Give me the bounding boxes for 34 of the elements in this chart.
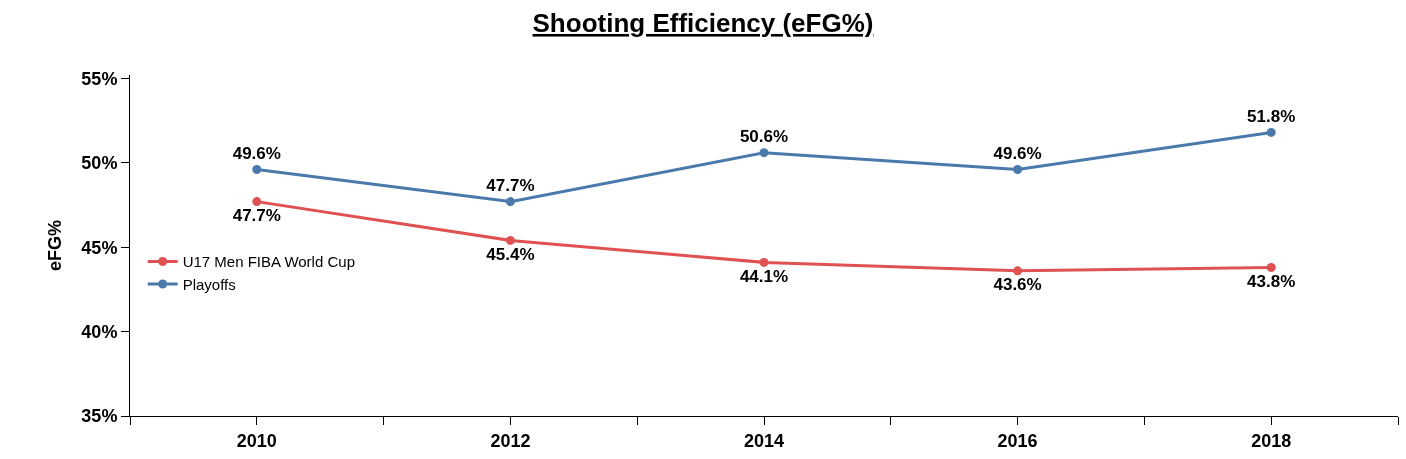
point xyxy=(505,235,515,245)
legend-label: Playoffs xyxy=(182,275,236,293)
point xyxy=(1013,165,1023,175)
point xyxy=(252,165,262,175)
data-label: 47.7% xyxy=(232,205,281,225)
x-tick-label: 2010 xyxy=(236,430,277,451)
point xyxy=(759,257,769,267)
data-label: 43.8% xyxy=(1247,271,1296,291)
data-label: 50.6% xyxy=(739,126,789,146)
data-label: 45.4% xyxy=(486,244,535,264)
legend-label: U17 Men FIBA World Cup xyxy=(182,253,355,271)
x-tick-label: 2016 xyxy=(997,430,1038,451)
point xyxy=(759,148,769,158)
x-tick-label: 2012 xyxy=(490,430,531,451)
x-tick-label: 2018 xyxy=(1251,430,1292,451)
data-label: 47.7% xyxy=(486,175,535,195)
y-axis-title: eFG% xyxy=(44,219,65,272)
point xyxy=(1266,127,1276,137)
data-label: 49.6% xyxy=(993,143,1042,163)
data-label: 43.6% xyxy=(993,275,1042,295)
y-tick-label: 50% xyxy=(81,153,118,174)
data-label: 51.8% xyxy=(1247,106,1296,126)
point xyxy=(505,197,515,207)
y-tick-label: 55% xyxy=(81,68,118,89)
point xyxy=(1013,266,1023,276)
y-tick-label: 45% xyxy=(81,237,118,258)
y-tick-label: 35% xyxy=(81,406,118,427)
point xyxy=(1266,262,1276,272)
chart-title: Shooting Efficiency (eFG%) xyxy=(532,7,874,38)
y-tick-label: 40% xyxy=(81,321,118,342)
point xyxy=(252,197,262,207)
data-label: 44.1% xyxy=(739,266,789,286)
x-tick-label: 2014 xyxy=(743,430,785,451)
data-label: 49.6% xyxy=(232,143,281,163)
